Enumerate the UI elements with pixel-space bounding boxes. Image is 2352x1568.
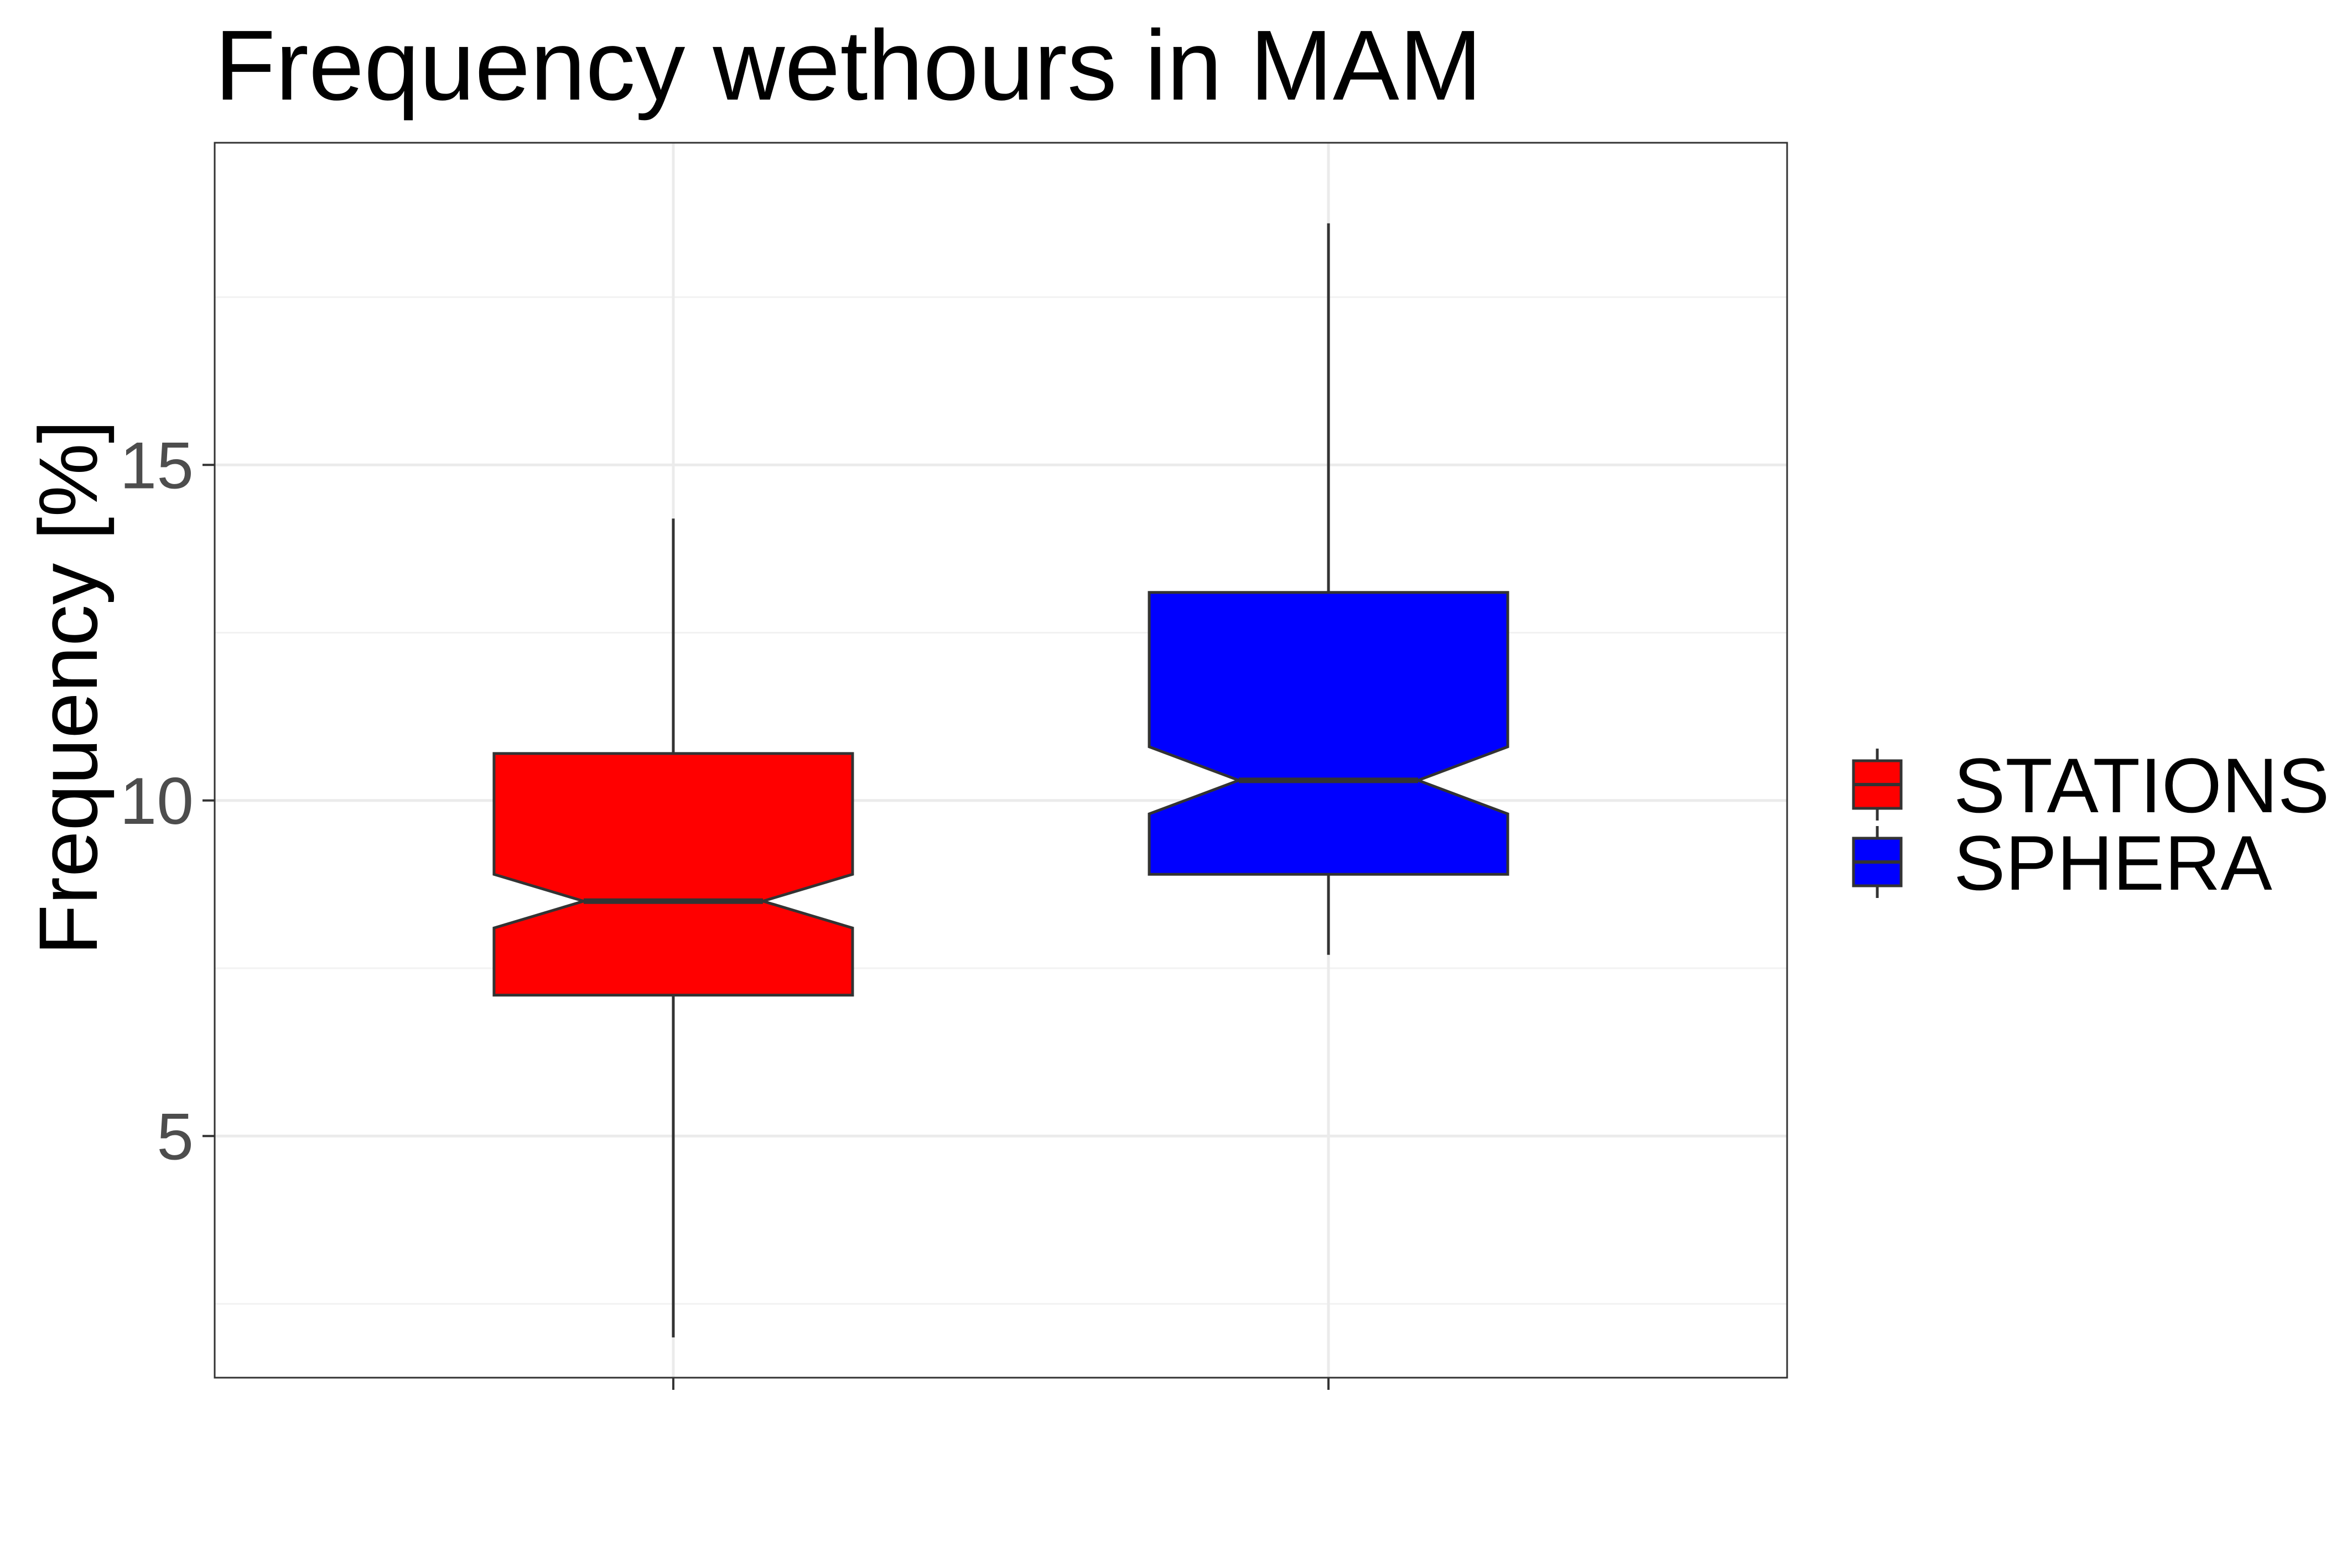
plot-background <box>215 143 1787 1378</box>
x-axis <box>672 1378 1330 1390</box>
box-body <box>1148 591 1509 876</box>
y-tick-label: 15 <box>120 428 194 502</box>
legend-item-stations: STATIONS <box>1852 742 2329 829</box>
y-axis-label: Frequency [%] <box>22 420 115 955</box>
box-stations <box>492 518 854 1338</box>
y-axis: 5 10 15 <box>120 428 215 1174</box>
box-body <box>492 752 854 997</box>
plot-border <box>214 142 1788 1379</box>
legend-label: SPHERA <box>1954 819 2272 906</box>
legend-item-sphera: SPHERA <box>1852 819 2272 906</box>
y-tick-label: 5 <box>157 1099 194 1174</box>
chart-title: Frequency wethours in MAM <box>215 10 1482 121</box>
legend-label: STATIONS <box>1954 742 2329 829</box>
box-sphera <box>1148 223 1509 955</box>
y-tick-label: 10 <box>120 764 194 838</box>
boxes <box>492 223 1509 1338</box>
